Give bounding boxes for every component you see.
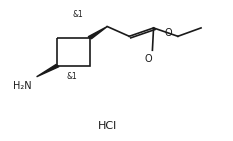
Text: HCl: HCl: [98, 121, 117, 131]
Text: O: O: [164, 28, 172, 38]
Text: &1: &1: [67, 72, 77, 81]
Polygon shape: [37, 65, 59, 77]
Text: &1: &1: [72, 10, 83, 19]
Text: O: O: [144, 54, 152, 64]
Text: H₂N: H₂N: [14, 81, 32, 91]
Polygon shape: [88, 27, 107, 39]
